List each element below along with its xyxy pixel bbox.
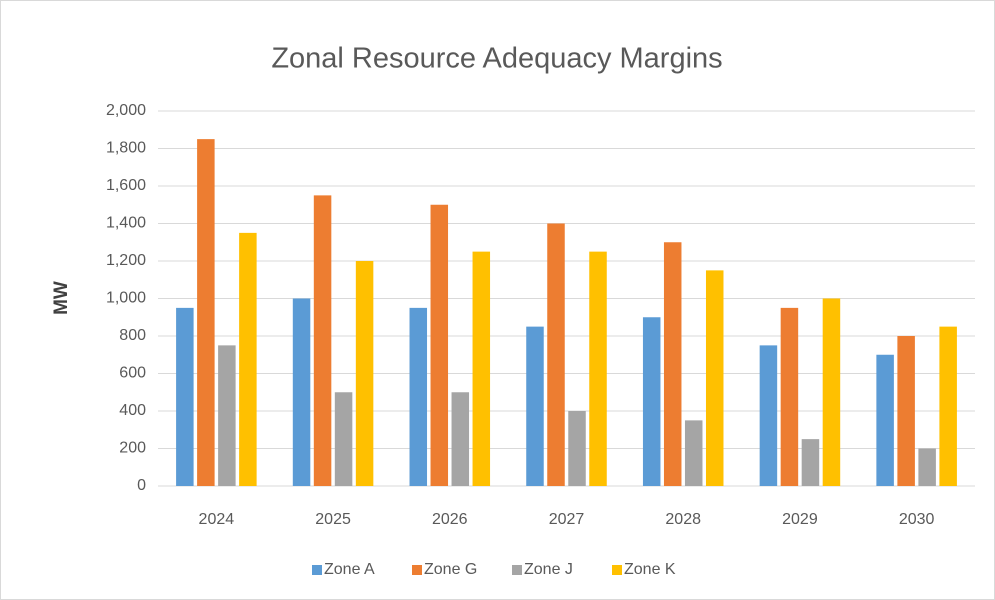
y-tick-label: 1,000 <box>106 290 146 307</box>
bar <box>663 242 682 486</box>
bar <box>568 411 586 486</box>
y-tick-label: 600 <box>119 365 146 382</box>
bar <box>472 251 491 486</box>
chart-title: Zonal Resource Adequacy Margins <box>271 43 722 75</box>
bar <box>313 195 332 486</box>
bar <box>918 448 936 486</box>
y-tick-label: 200 <box>119 440 146 457</box>
bar <box>684 420 703 486</box>
bar <box>876 354 894 486</box>
legend-label: Zone G <box>424 561 477 578</box>
y-tick-label: 800 <box>119 327 146 344</box>
legend-swatch <box>612 565 622 575</box>
bar <box>939 326 957 486</box>
bar <box>897 336 915 486</box>
legend-swatch <box>512 565 522 575</box>
bar <box>642 317 661 486</box>
bar <box>355 261 374 486</box>
bar <box>409 307 428 486</box>
bar <box>430 204 449 486</box>
x-tick-label: 2025 <box>315 511 351 528</box>
x-tick-label: 2027 <box>549 511 585 528</box>
y-axis-title: MW <box>51 281 72 315</box>
y-tick-label: 400 <box>119 402 146 419</box>
x-tick-label: 2030 <box>899 511 935 528</box>
y-tick-label: 1,600 <box>106 177 146 194</box>
y-tick-label: 1,400 <box>106 215 146 232</box>
bar <box>780 307 799 486</box>
x-tick-label: 2026 <box>432 511 468 528</box>
bar <box>801 439 820 486</box>
bar <box>822 298 841 486</box>
bar <box>197 139 215 486</box>
legend-swatch <box>312 565 322 575</box>
bar <box>334 392 353 486</box>
legend-label: Zone J <box>524 561 573 578</box>
bar <box>589 251 607 486</box>
x-tick-label: 2024 <box>199 511 235 528</box>
legend-swatch <box>412 565 422 575</box>
bar <box>239 232 257 486</box>
y-tick-label: 2,000 <box>106 102 146 119</box>
y-tick-label: 1,200 <box>106 252 146 269</box>
x-tick-label: 2029 <box>782 511 818 528</box>
y-tick-label: 0 <box>137 477 146 494</box>
legend-label: Zone A <box>324 561 375 578</box>
bar <box>292 298 311 486</box>
bar <box>705 270 724 486</box>
bar <box>759 345 778 486</box>
bar <box>176 307 194 486</box>
legend-label: Zone K <box>624 561 676 578</box>
x-tick-label: 2028 <box>665 511 701 528</box>
bar <box>451 392 470 486</box>
y-tick-label: 1,800 <box>106 140 146 157</box>
bar <box>547 223 565 486</box>
bar <box>218 345 236 486</box>
bar <box>526 326 544 486</box>
